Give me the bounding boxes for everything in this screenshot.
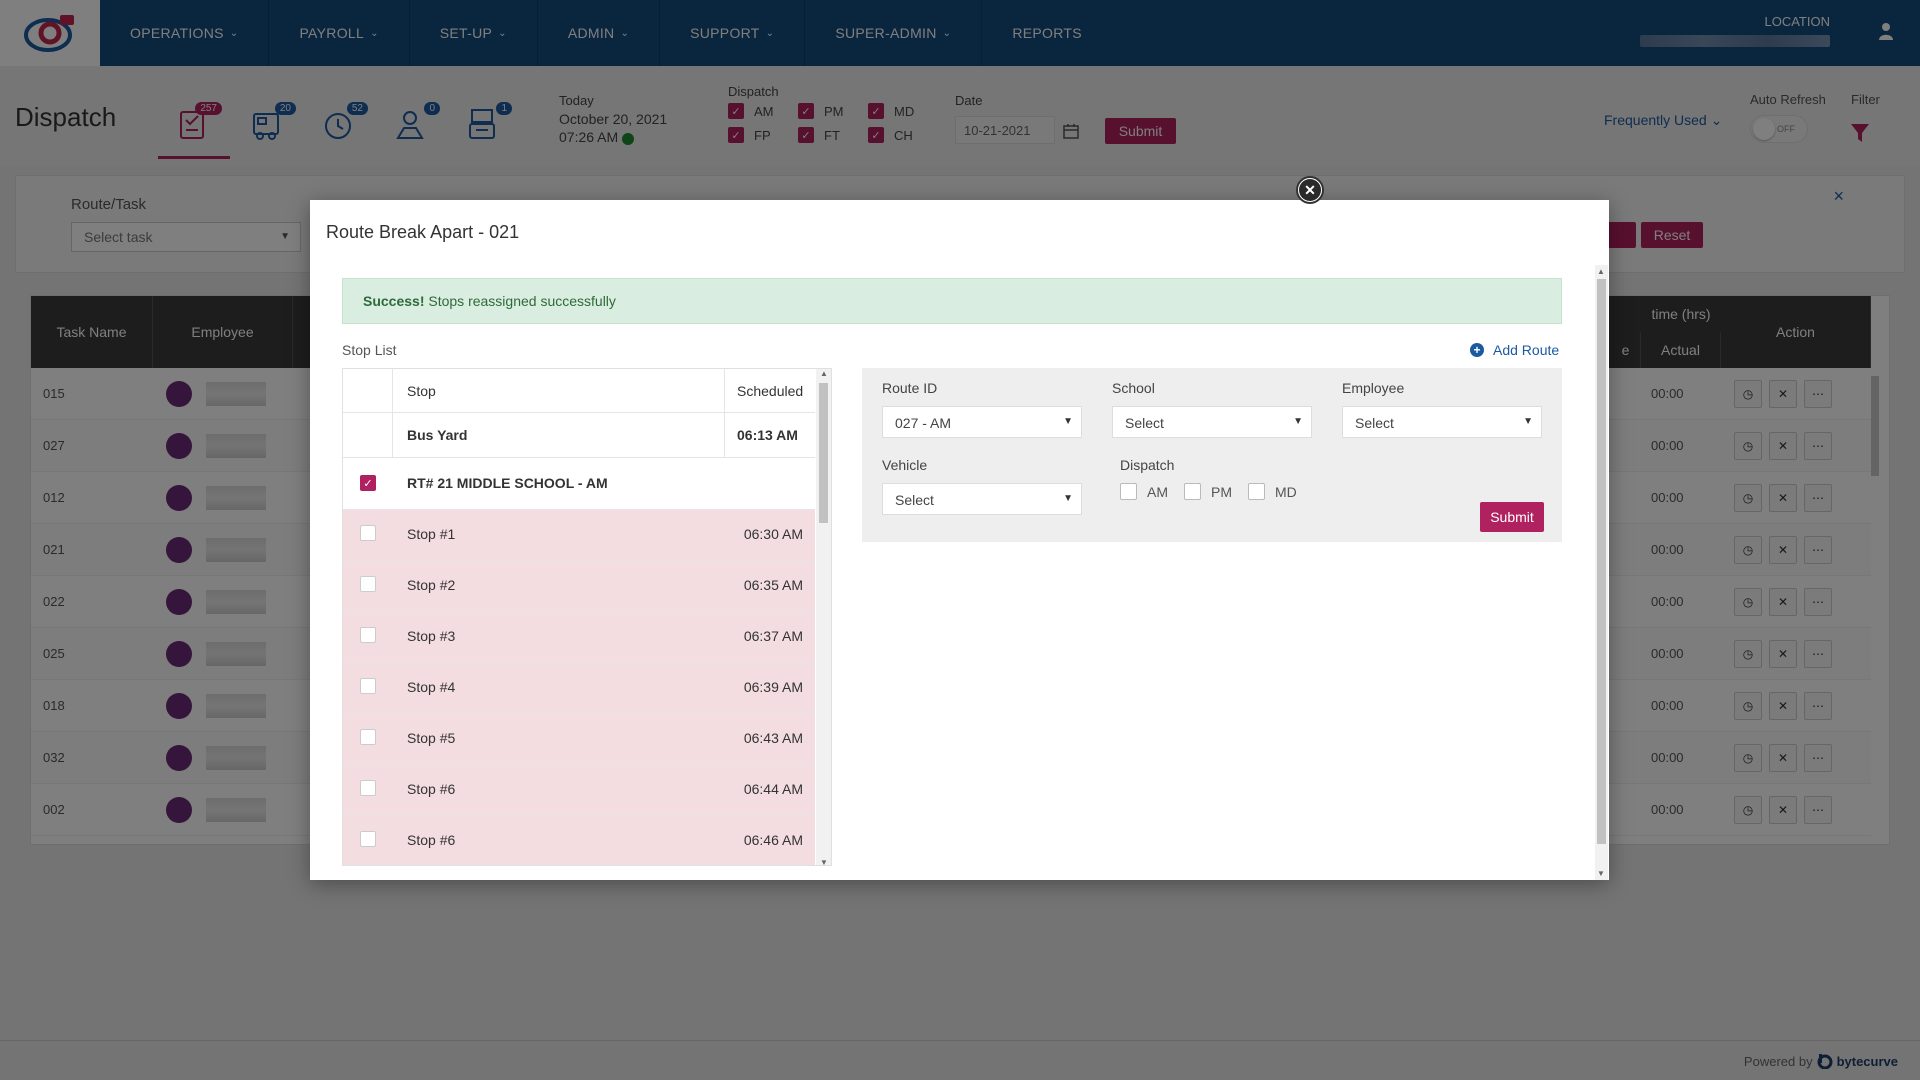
bus-yard-checkbox-cell [343, 413, 393, 457]
stop-scheduled: 06:35 AM [743, 577, 803, 593]
scroll-up-icon[interactable]: ▲ [1597, 267, 1605, 276]
success-message: Stops reassigned successfully [428, 293, 616, 309]
modal-title: Route Break Apart - 021 [326, 222, 520, 242]
caret-down-icon: ▼ [1063, 416, 1073, 427]
caret-down-icon: ▼ [1523, 416, 1533, 427]
scroll-up-icon[interactable]: ▲ [820, 369, 828, 378]
modal-scrollbar[interactable]: ▲ ▼ [1595, 265, 1608, 880]
scrollbar-thumb[interactable] [1597, 279, 1606, 844]
bus-yard-row: Bus Yard 06:13 AM [343, 413, 815, 458]
checkbox-label: AM [1147, 483, 1168, 500]
checkbox-label: MD [1275, 483, 1297, 500]
vehicle-select[interactable]: Select ▼ [882, 483, 1082, 515]
route-group-label: RT# 21 MIDDLE SCHOOL - AM [407, 475, 608, 491]
school-label: School [1112, 380, 1155, 396]
route-group-row: ✓ RT# 21 MIDDLE SCHOOL - AM [343, 458, 815, 510]
scrollbar-thumb[interactable] [819, 383, 828, 523]
stop-name: Stop #3 [407, 628, 456, 644]
add-route-link[interactable]: + Add Route [1470, 342, 1559, 358]
stop-scheduled: 06:37 AM [743, 628, 803, 644]
caret-down-icon: ▼ [1293, 416, 1303, 427]
stop-scheduled: 06:30 AM [743, 526, 803, 542]
stop-scheduled: 06:43 AM [743, 730, 803, 746]
form-dispatch-checkbox-am[interactable]: AM [1120, 483, 1168, 500]
stop-checkbox[interactable] [360, 729, 376, 745]
stop-row: Stop #6 06:46 AM [343, 816, 815, 865]
checkbox-unchecked-icon [1248, 483, 1265, 500]
success-alert: Success! Stops reassigned successfully [342, 278, 1562, 324]
form-dispatch-checkbox-pm[interactable]: PM [1184, 483, 1232, 500]
route-group-checkbox[interactable]: ✓ [360, 475, 376, 491]
bus-yard-scheduled: 06:13 AM [724, 413, 815, 457]
stop-name: Stop #2 [407, 577, 456, 593]
bus-yard-stop: Bus Yard [407, 427, 468, 443]
stop-list-label: Stop List [342, 342, 397, 358]
employee-label: Employee [1342, 380, 1405, 396]
stop-table-header: Stop Scheduled [343, 369, 815, 413]
stop-name: Stop #6 [407, 781, 456, 797]
checkbox-label: PM [1211, 483, 1232, 500]
modal-close-button[interactable]: ✕ [1296, 176, 1324, 204]
scroll-down-icon[interactable]: ▼ [820, 858, 828, 866]
stop-scheduled: 06:46 AM [743, 832, 803, 848]
caret-down-icon: ▼ [1063, 493, 1073, 504]
stop-checkbox[interactable] [360, 780, 376, 796]
stop-row: Stop #1 06:30 AM [343, 510, 815, 561]
school-value: Select [1125, 415, 1164, 431]
scroll-down-icon[interactable]: ▼ [1597, 869, 1605, 878]
form-dispatch-label: Dispatch [1120, 457, 1175, 473]
route-id-value: 027 - AM [895, 415, 952, 431]
stop-checkbox[interactable] [360, 678, 376, 694]
checkbox-unchecked-icon [1120, 483, 1137, 500]
th-scheduled: Scheduled [724, 369, 815, 412]
stop-checkbox[interactable] [360, 831, 376, 847]
stop-row: Stop #2 06:35 AM [343, 561, 815, 612]
add-route-label: Add Route [1493, 342, 1560, 358]
stop-scheduled: 06:44 AM [743, 781, 803, 797]
stop-checkbox[interactable] [360, 525, 376, 541]
school-select[interactable]: Select ▼ [1112, 406, 1312, 438]
employee-value: Select [1355, 415, 1394, 431]
route-id-label: Route ID [882, 380, 938, 396]
employee-select[interactable]: Select ▼ [1342, 406, 1542, 438]
route-id-select[interactable]: 027 - AM ▼ [882, 406, 1082, 438]
stop-row: Stop #3 06:37 AM [343, 612, 815, 663]
stop-name: Stop #6 [407, 832, 456, 848]
close-icon: ✕ [1299, 179, 1321, 201]
success-strong: Success! [363, 293, 425, 309]
route-form-submit-button[interactable]: Submit [1480, 502, 1544, 532]
vehicle-value: Select [895, 492, 934, 508]
stop-name: Stop #4 [407, 679, 456, 695]
stop-checkbox[interactable] [360, 576, 376, 592]
stop-list-scrollbar[interactable]: ▲ ▼ [816, 369, 831, 866]
stop-row: Stop #6 06:44 AM [343, 765, 815, 816]
header-checkbox-cell [343, 369, 393, 412]
stop-scheduled: 06:39 AM [743, 679, 803, 695]
stop-row: Stop #4 06:39 AM [343, 663, 815, 714]
checkbox-unchecked-icon [1184, 483, 1201, 500]
stop-checkbox[interactable] [360, 627, 376, 643]
stop-name: Stop #1 [407, 526, 456, 542]
stop-name: Stop #5 [407, 730, 456, 746]
stop-list-table: Stop Scheduled Bus Yard 06:13 AM ✓ RT# 2… [342, 368, 832, 866]
vehicle-label: Vehicle [882, 457, 928, 473]
route-assign-form: Route ID 027 - AM ▼ School Select ▼ Employ… [862, 368, 1562, 542]
route-break-apart-modal: Route Break Apart - 021 Success! Stops r… [310, 200, 1609, 880]
th-stop: Stop [407, 383, 436, 399]
plus-circle-icon: + [1470, 343, 1484, 357]
stop-row: Stop #5 06:43 AM [343, 714, 815, 765]
form-dispatch-checkbox-md[interactable]: MD [1248, 483, 1297, 500]
